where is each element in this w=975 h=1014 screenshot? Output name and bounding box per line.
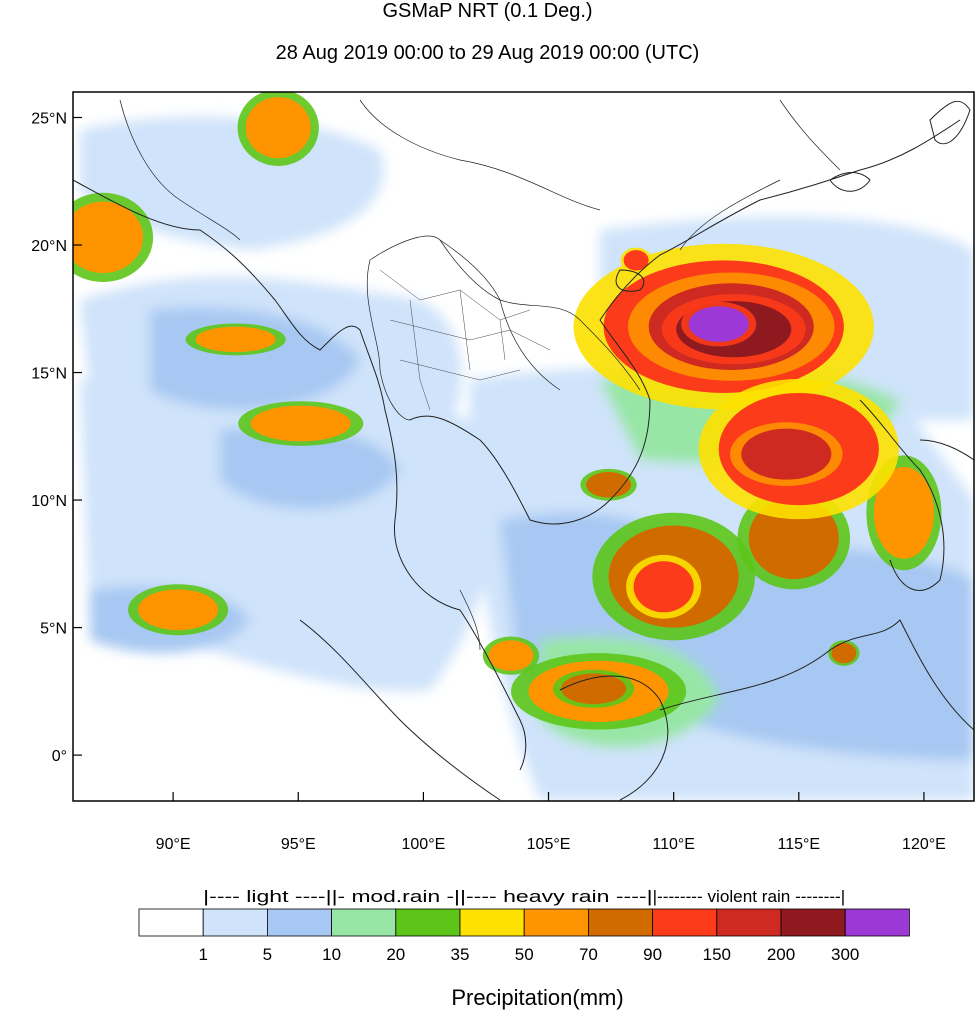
map-subtitle: 28 Aug 2019 00:00 to 29 Aug 2019 00:00 (… [275,42,700,64]
lon-tick-label: 100°E [402,836,446,853]
lat-tick-label: 25°N [31,111,67,128]
rain-cell [633,561,694,613]
lon-tick-label: 115°E [778,836,821,853]
rain-cells [73,92,942,730]
lon-tick-label: 95°E [281,836,316,853]
rain-cell [250,405,351,442]
rain-cell [873,466,934,559]
lat-tick-label: 5°N [40,621,67,638]
rain-cell [688,306,749,342]
longitude-axis: 90°E 95°E 100°E 105°E 110°E 115°E 120°E [156,792,946,853]
rain-cell [245,97,311,159]
legend-unit-label: Precipitation(mm) [451,985,624,1010]
plot-frame [72,91,975,802]
lat-tick-label: 20°N [31,238,67,255]
coastlines [73,100,974,801]
lat-tick-label: 15°N [31,366,67,383]
lat-tick-label: 10°N [31,493,67,510]
rain-cell [195,326,276,353]
map-title: GSMaP NRT (0.1 Deg.) [382,0,593,22]
rain-cell [488,640,534,671]
rain-cell [586,472,632,498]
rain-cell [138,589,219,631]
country-borders [119,99,841,651]
rain-cell [561,673,627,705]
latitude-axis: 25°N 20°N 15°N 10°N 5°N 0° [31,111,82,765]
lon-tick-label: 90°E [156,836,191,853]
admin-boundaries [379,269,551,411]
lat-tick-label: 0° [52,748,67,765]
rain-cell [73,201,144,274]
rain-cell [741,428,832,480]
lon-tick-label: 105°E [527,836,571,853]
rain-cell [623,250,649,271]
lon-tick-label: 120°E [902,836,946,853]
lon-tick-label: 110°E [652,836,695,853]
rain-cell [831,642,857,664]
